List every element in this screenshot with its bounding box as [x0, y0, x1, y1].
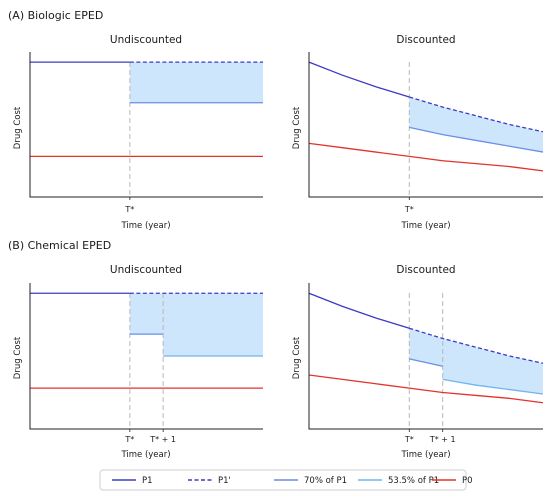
series-line	[409, 96, 544, 133]
legend-label: P0	[462, 476, 473, 486]
axes-frame	[308, 283, 543, 430]
panel-biologic-discounted: Discounted Time (year) Drug Cost	[292, 34, 456, 231]
tick-label: T*	[404, 435, 414, 444]
series-line	[442, 378, 544, 395]
tick-label: T*	[124, 435, 134, 444]
legend-label: 53.5% of P1	[388, 476, 439, 486]
series-line	[409, 327, 544, 364]
section-label-a: (A) Biologic EPED	[8, 9, 103, 22]
legend-label: P1'	[218, 476, 231, 486]
series-line	[409, 126, 544, 153]
x-axis-label: Time (year)	[120, 221, 170, 231]
panel-chemical-discounted: Discounted Time (year) Drug Cost	[292, 264, 456, 460]
shaded-region	[409, 96, 543, 153]
plot-2: T* T* + 1	[29, 283, 263, 444]
x-axis-label: Time (year)	[120, 450, 170, 460]
plot-3: T* T* + 1	[308, 283, 544, 444]
y-axis-label: Drug Cost	[292, 106, 302, 149]
y-axis-label: Drug Cost	[13, 106, 23, 149]
legend-items: P1 P1' 70% of P1 53.5% of P1 P0	[112, 476, 473, 486]
tick-label: T* + 1	[429, 435, 456, 444]
series-line	[409, 358, 443, 367]
panel-chemical-undiscounted: Undiscounted Time (year) Drug Cost	[13, 264, 182, 460]
axes-frame	[29, 52, 263, 198]
y-axis-label: Drug Cost	[292, 336, 302, 379]
axes-frame	[29, 283, 263, 430]
tick-label: T*	[404, 205, 414, 214]
panel-title: Undiscounted	[110, 34, 182, 46]
series-line	[308, 292, 410, 329]
legend-label: P1	[142, 476, 153, 486]
tick-label: T* + 1	[149, 435, 176, 444]
series-line	[308, 61, 410, 98]
x-axis-label: Time (year)	[400, 221, 450, 231]
shaded-region	[129, 293, 263, 356]
series-line	[308, 374, 544, 404]
y-axis-label: Drug Cost	[13, 336, 23, 379]
shaded-region	[129, 62, 263, 103]
shaded-region	[409, 328, 543, 394]
plot-0: T*	[29, 52, 263, 214]
panel-biologic-undiscounted: Undiscounted Time (year) Drug Cost	[13, 34, 182, 231]
plot-1: T*	[308, 52, 544, 214]
tick-label: T*	[124, 205, 134, 214]
panel-title: Discounted	[396, 34, 455, 46]
panel-title: Discounted	[396, 264, 455, 276]
x-axis-label: Time (year)	[400, 450, 450, 460]
panel-title: Undiscounted	[110, 264, 182, 276]
series-line	[308, 142, 544, 172]
section-label-b: (B) Chemical EPED	[8, 239, 111, 252]
plot-areas: T* T* T* T* + 1 T* T* + 1	[29, 52, 544, 444]
legend-label: 70% of P1	[304, 476, 347, 486]
legend: P1 P1' 70% of P1 53.5% of P1 P0	[99, 469, 473, 491]
axes-frame	[308, 52, 543, 198]
